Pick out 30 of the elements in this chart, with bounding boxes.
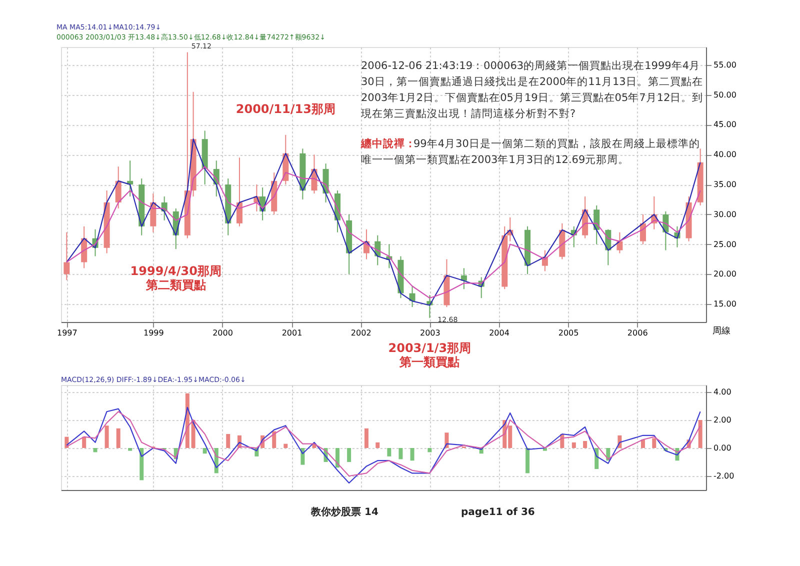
text: 教你炒股票 14 bbox=[310, 506, 378, 518]
x-tick-label: 1997 bbox=[57, 328, 78, 338]
annotation: 纏中說禪：99年4月30日是一個第二類的買點，該股在周綫上最標準的唯一一個第一類買點在2003年1月3日的12.69元那周。 bbox=[360, 137, 700, 166]
y-tick-label: 35.00 bbox=[714, 180, 736, 189]
y-tick-label: -2.00 bbox=[714, 472, 734, 480]
y-tick-label: 55.00 bbox=[714, 60, 736, 70]
annotation: 2006-12-06 21:43:19：000063的周綫第一個買點出現在1999年4月30日，第一個賣點通過日綫找出是在2000年的11月13日。第二買點在2003年1月2日。下個賣點在05月19日。第三買點在05年7月12日。到現在第三賣點沒出現！請問這樣分析對不對? bbox=[361, 59, 704, 120]
x-tick-label: 2003 bbox=[420, 328, 440, 338]
x-axis-title: 周線 bbox=[712, 326, 730, 336]
y-tick-label: 30.00 bbox=[714, 210, 736, 219]
y-tick-label: 50.00 bbox=[714, 90, 736, 100]
y-tick-label: 2.00 bbox=[714, 416, 732, 424]
y-tick-label: 45.00 bbox=[714, 120, 736, 130]
y-tick-label: 0.00 bbox=[714, 444, 732, 452]
y-tick-label: 4.00 bbox=[714, 388, 732, 396]
x-tick-label: 2006 bbox=[627, 328, 648, 338]
x-tick-label: 2000 bbox=[212, 328, 233, 338]
y-tick-label: 25.00 bbox=[714, 240, 736, 249]
y-tick-label: 20.00 bbox=[714, 270, 736, 279]
y-tick-label: 15.00 bbox=[714, 300, 736, 309]
text: page11 of 36 bbox=[461, 507, 535, 518]
x-tick-label: 2001 bbox=[282, 328, 302, 338]
x-tick-label: 2004 bbox=[489, 328, 510, 338]
annotation: 1999/4/30那周第二類買點 bbox=[130, 264, 222, 292]
x-tick-label: 1999 bbox=[143, 328, 164, 338]
y-tick-label: 40.00 bbox=[714, 150, 736, 160]
annotation: 2000/11/13那周 bbox=[236, 102, 336, 116]
x-tick-label: 2005 bbox=[558, 328, 579, 338]
x-tick-label: 2002 bbox=[350, 328, 372, 338]
annotation: 2003/1/3那周第一類買點 bbox=[388, 340, 472, 369]
